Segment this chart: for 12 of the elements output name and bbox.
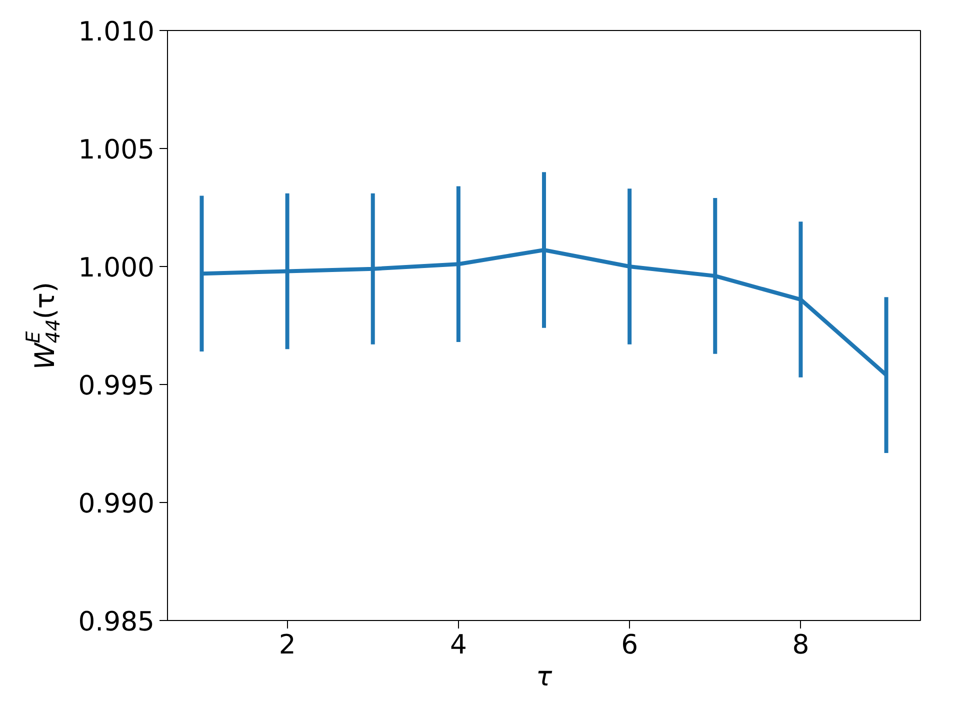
y-tick-label: 0.990 — [78, 488, 154, 520]
y-tick-label: 1.000 — [78, 252, 154, 284]
x-tick-label: 6 — [621, 630, 638, 660]
x-tick-label: 2 — [278, 630, 296, 660]
x-tick-label: 8 — [792, 630, 810, 660]
y-tick-label: 0.985 — [78, 606, 154, 638]
y-tick-label: 0.995 — [78, 370, 154, 402]
x-tick-label: 4 — [450, 630, 467, 660]
y-axis-title: WE44(τ) — [22, 282, 64, 370]
y-tick-label: 1.005 — [78, 134, 154, 166]
x-axis-title: τ — [536, 662, 553, 692]
y-tick-label: 1.010 — [78, 16, 154, 48]
